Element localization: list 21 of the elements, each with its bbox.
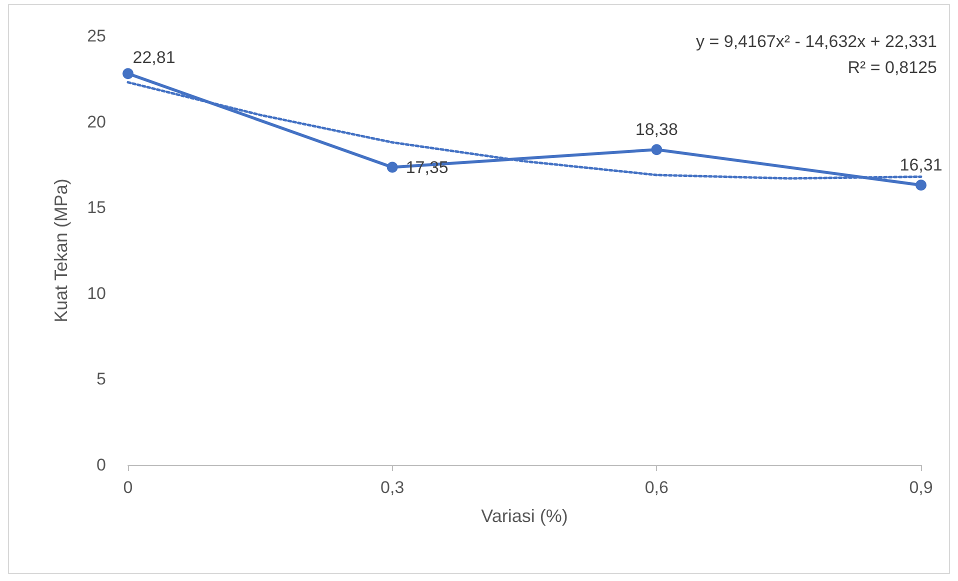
x-tick-label: 0,9: [909, 478, 933, 497]
x-axis-title: Variasi (%): [481, 506, 568, 526]
y-tick-label: 10: [87, 284, 106, 303]
y-tick-label: 20: [87, 112, 106, 132]
point: [386, 162, 398, 173]
x-tick-label: 0: [123, 478, 133, 497]
point: [122, 68, 134, 80]
data-label: 16,31: [900, 156, 942, 175]
y-tick-label: 15: [87, 198, 106, 218]
data-label: 18,38: [635, 120, 678, 140]
data-label: 22,81: [132, 48, 176, 68]
y-tick-label: 0: [96, 456, 106, 474]
point: [651, 144, 662, 156]
y-tick-label: 5: [96, 370, 106, 389]
x-tick-label: 0,3: [380, 478, 404, 497]
x-tick-label: 0,6: [644, 478, 668, 497]
annotation: R² = 0,8125: [848, 58, 937, 77]
y-tick-label: 25: [87, 26, 106, 46]
point: [916, 180, 926, 191]
y-axis-title: Kuat Tekan (MPa): [51, 178, 71, 322]
annotation: y = 9,4167x² - 14,632x + 22,331: [696, 32, 937, 51]
